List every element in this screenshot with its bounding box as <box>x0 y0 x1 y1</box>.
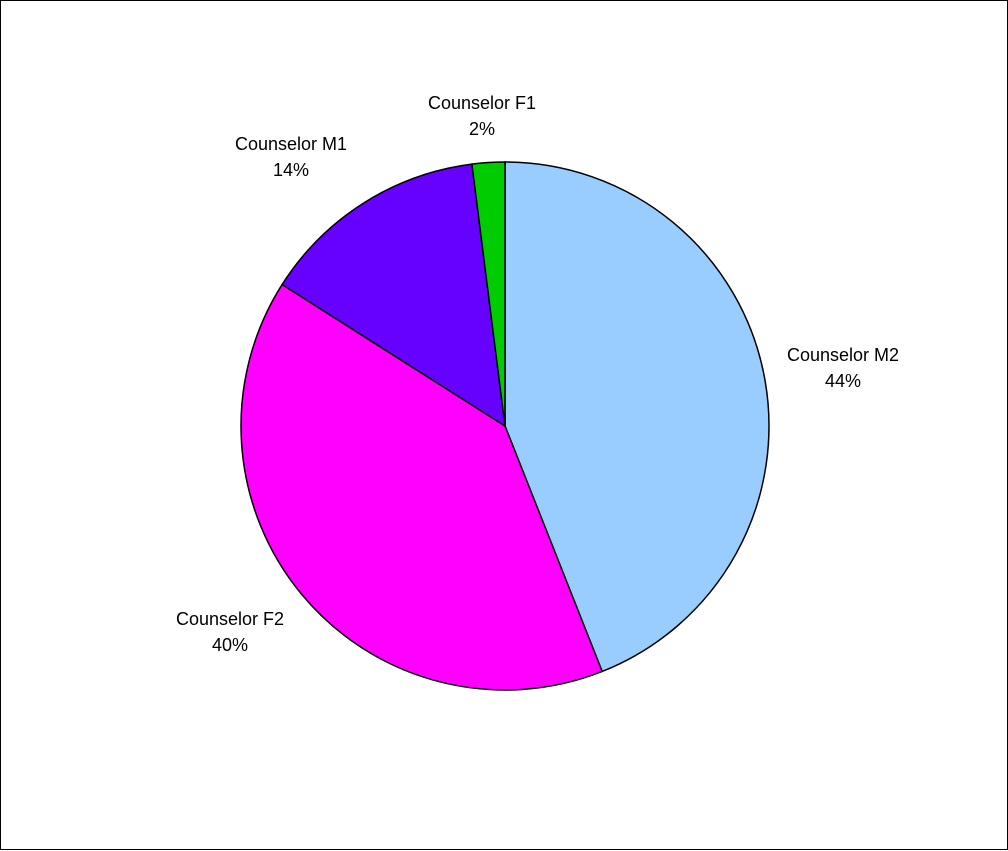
slices-layer <box>240 161 770 691</box>
slice-percent-label: 40% <box>212 635 248 655</box>
slice-percent-label: 14% <box>273 160 309 180</box>
labels-layer: Counselor M2 44% Counselor F2 40% Counselor … <box>176 93 899 655</box>
slice-name-label: Counselor F2 <box>176 609 284 629</box>
slice-name-label: Counselor M1 <box>235 134 347 154</box>
slice-percent-label: 2% <box>469 119 495 139</box>
slice-name-label: Counselor F1 <box>428 93 536 113</box>
slice-percent-label: 44% <box>825 371 861 391</box>
pie-slice-counselor-f1 <box>471 161 506 427</box>
slice-name-label: Counselor M2 <box>787 345 899 365</box>
pie-slice-counselor-m2 <box>504 161 770 673</box>
pie-slice-counselor-f2 <box>240 283 604 691</box>
pie-slice-counselor-m1 <box>281 163 506 428</box>
